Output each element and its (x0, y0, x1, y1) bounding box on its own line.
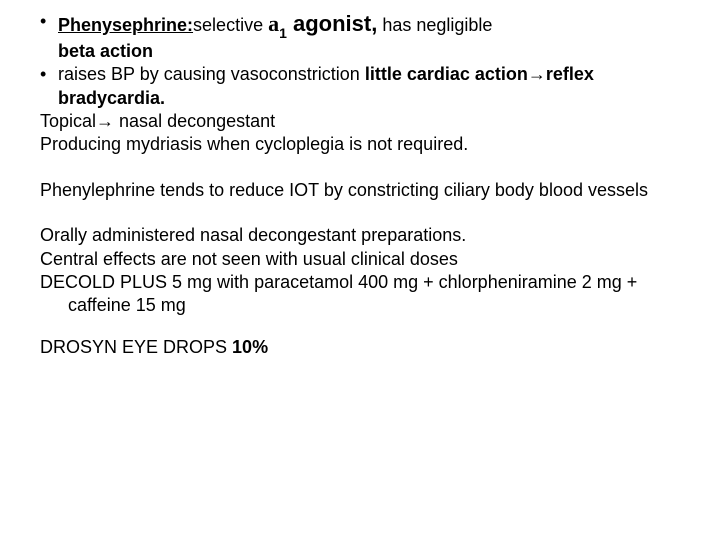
bullet-text-2: raises BP by causing vasoconstriction li… (58, 63, 692, 110)
line-mydriasis: Producing mydriasis when cycloplegia is … (40, 133, 692, 156)
topical-word: Topical (40, 111, 96, 131)
line-topical: Topical→ nasal decongestant (40, 110, 692, 133)
bullet-marker: • (40, 10, 58, 33)
raises-bp: raises BP by causing vasoconstriction (58, 64, 365, 84)
line-drosyn: DROSYN EYE DROPS 10% (28, 336, 692, 359)
tail-negligible: has negligible (377, 15, 492, 35)
bullet-text-1: Phenysephrine:selective a1 agonist, has … (58, 10, 692, 63)
drug-name: Phenysephrine: (58, 15, 193, 35)
beta-action: beta action (58, 41, 153, 61)
word-agonist: agonist, (287, 11, 377, 36)
bullet-list: • Phenysephrine:selective a1 agonist, ha… (40, 10, 692, 110)
spacer (28, 157, 692, 179)
line-oral: Orally administered nasal decongestant p… (28, 224, 692, 247)
drosyn-pct: 10% (232, 337, 268, 357)
spacer (28, 202, 692, 224)
bullet-marker: • (40, 63, 58, 86)
nasal-decongestant: nasal decongestant (114, 111, 275, 131)
slide: • Phenysephrine:selective a1 agonist, ha… (0, 0, 720, 540)
line-decold: DECOLD PLUS 5 mg with paracetamol 400 mg… (28, 271, 692, 318)
alpha-symbol: a (268, 11, 279, 36)
word-selective: selective (193, 15, 263, 35)
bullet-item-2: • raises BP by causing vasoconstriction … (40, 63, 692, 110)
line-central: Central effects are not seen with usual … (28, 248, 692, 271)
drosyn-label: DROSYN EYE DROPS (40, 337, 232, 357)
arrow-icon: → (96, 111, 114, 131)
arrow-icon: → (528, 64, 546, 84)
spacer (28, 318, 692, 336)
little-cardiac: little cardiac action (365, 64, 528, 84)
para-iot: Phenylephrine tends to reduce IOT by con… (28, 179, 692, 202)
bullet-item-1: • Phenysephrine:selective a1 agonist, ha… (40, 10, 692, 63)
alpha-subscript: 1 (279, 25, 287, 41)
